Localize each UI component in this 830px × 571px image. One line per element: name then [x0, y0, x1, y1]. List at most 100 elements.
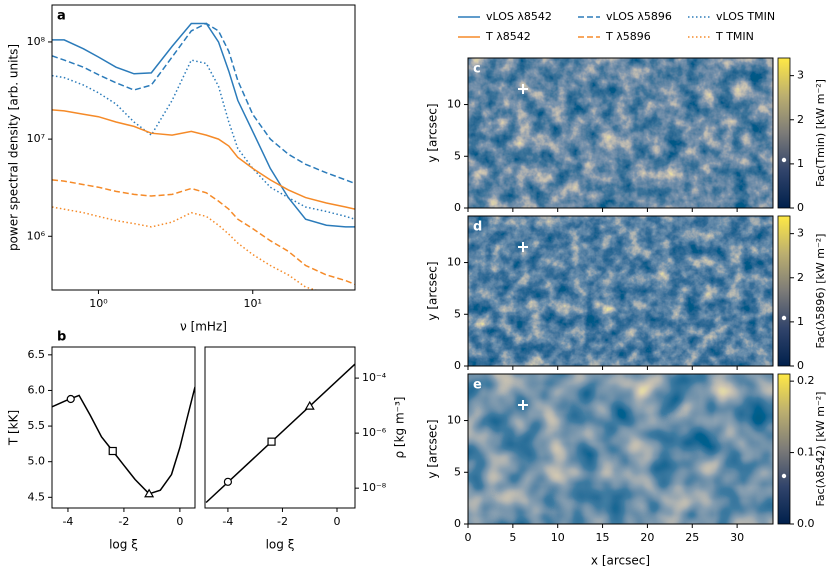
data-line — [52, 386, 195, 495]
x-tick-label: -2 — [277, 515, 288, 528]
legend-label: T λ5896 — [605, 30, 651, 43]
x-axis-label: ν [mHz] — [180, 320, 227, 334]
legend-label: T TMIN — [715, 30, 754, 43]
colorbar-tick-label: 0 — [797, 359, 804, 372]
heatmap-image — [468, 216, 773, 366]
colorbar-tick-label: 3 — [797, 227, 804, 240]
x-tick-label: 20 — [640, 531, 654, 544]
legend-label: vLOS TMIN — [716, 10, 775, 23]
marker — [267, 437, 276, 446]
heatmap-image — [468, 58, 773, 208]
x-axis-label: x [arcsec] — [591, 554, 650, 568]
colorbar-tick-label: 3 — [797, 69, 804, 82]
y-axis-label: T [kK] — [7, 410, 21, 446]
marker-plus — [518, 242, 528, 252]
y-tick-label: 10 — [447, 98, 461, 111]
x-axis-label: log ξ — [266, 538, 295, 552]
colorbar-tick-label: 0.2 — [797, 374, 815, 387]
axes-frame — [204, 346, 356, 509]
colorbar — [777, 373, 791, 525]
colorbar-dot — [781, 157, 787, 163]
y-tick-label: 0 — [454, 359, 461, 372]
y-axis-label: ρ [kg m⁻³] — [393, 396, 407, 458]
colorbar-tick-label: 1 — [797, 315, 804, 328]
x-tick-label: 5 — [509, 531, 516, 544]
x-tick-label: 0 — [334, 515, 341, 528]
colorbar-tick-label: 0 — [797, 201, 804, 214]
y-tick-label: 10⁸ — [27, 35, 46, 48]
marker-plus — [518, 84, 528, 94]
data-line — [52, 22, 355, 228]
y-tick-label: 0 — [454, 201, 461, 214]
heatmap-image — [468, 374, 773, 524]
x-tick-label: 10¹ — [244, 297, 262, 310]
y-tick-label: 10⁻⁶ — [362, 426, 387, 439]
y-tick-label: 10 — [447, 256, 461, 269]
x-tick-label: 10 — [551, 531, 565, 544]
marker — [66, 394, 75, 404]
colorbar — [777, 215, 791, 367]
y-tick-label: 6.0 — [28, 383, 46, 396]
data-line — [52, 109, 355, 210]
y-tick-label: 0 — [454, 517, 461, 530]
y-tick-label: 10⁻⁸ — [362, 481, 387, 494]
y-axis-label: power spectral density [arb. units] — [7, 44, 21, 251]
x-tick-label: 25 — [685, 531, 699, 544]
axes-frame — [467, 215, 774, 367]
panel-label: a — [57, 9, 66, 24]
marker — [108, 446, 117, 456]
marker — [144, 488, 155, 498]
legend-label: vLOS λ5896 — [606, 10, 672, 23]
colorbar-label: Fac(Tmin) [kW m⁻²] — [814, 79, 827, 187]
y-tick-label: 10⁻⁴ — [362, 371, 387, 384]
colorbar-dot — [781, 315, 787, 321]
colorbar-label: Fac(λ8542) [kW m⁻²] — [814, 392, 827, 507]
x-tick-label: 0 — [465, 531, 472, 544]
colorbar-tick-label: 0.0 — [797, 517, 815, 530]
y-tick-label: 5.5 — [28, 419, 46, 432]
x-tick-label: -4 — [222, 515, 233, 528]
colorbar-tick-label: 2 — [797, 271, 804, 284]
colorbar-tick-label: 1 — [797, 157, 804, 170]
colorbar-tick-label: 2 — [797, 113, 804, 126]
y-axis-label: y [arcsec] — [426, 261, 440, 320]
x-axis-label: log ξ — [109, 538, 138, 552]
panel-label: b — [57, 330, 66, 345]
x-tick-label: -4 — [62, 515, 73, 528]
marker-plus — [518, 400, 528, 410]
y-axis-label: y [arcsec] — [426, 103, 440, 162]
data-line — [52, 22, 355, 185]
panel-label: d — [473, 220, 482, 235]
data-line — [52, 179, 355, 286]
x-tick-label: -2 — [118, 515, 129, 528]
legend-label: T λ8542 — [485, 30, 531, 43]
colorbar — [777, 57, 791, 209]
x-tick-label: 0 — [176, 515, 183, 528]
marker — [223, 477, 233, 486]
axes-frame — [467, 373, 774, 525]
colorbar-tick-label: 0.1 — [797, 446, 815, 459]
panel-label: e — [473, 378, 482, 393]
axes-frame — [51, 346, 196, 509]
panel-label: c — [473, 62, 481, 77]
legend-label: vLOS λ8542 — [486, 10, 552, 23]
y-axis-label: y [arcsec] — [426, 419, 440, 478]
colorbar-dot — [781, 473, 787, 479]
y-tick-label: 6.5 — [28, 348, 46, 361]
colorbar-label: Fac(λ5896) [kW m⁻²] — [814, 234, 827, 349]
y-tick-label: 5 — [454, 307, 461, 320]
axes-frame — [467, 57, 774, 209]
x-tick-label: 10⁰ — [89, 297, 108, 310]
y-tick-label: 5 — [454, 149, 461, 162]
y-tick-label: 10⁷ — [27, 132, 45, 145]
x-tick-label: 30 — [730, 531, 744, 544]
y-tick-label: 10 — [447, 414, 461, 427]
y-tick-label: 10⁶ — [27, 229, 46, 242]
y-tick-label: 4.5 — [28, 490, 46, 503]
y-tick-label: 5 — [454, 465, 461, 478]
y-tick-label: 5.0 — [28, 455, 46, 468]
axes-frame — [51, 4, 356, 291]
marker — [304, 400, 315, 410]
x-tick-label: 15 — [596, 531, 610, 544]
